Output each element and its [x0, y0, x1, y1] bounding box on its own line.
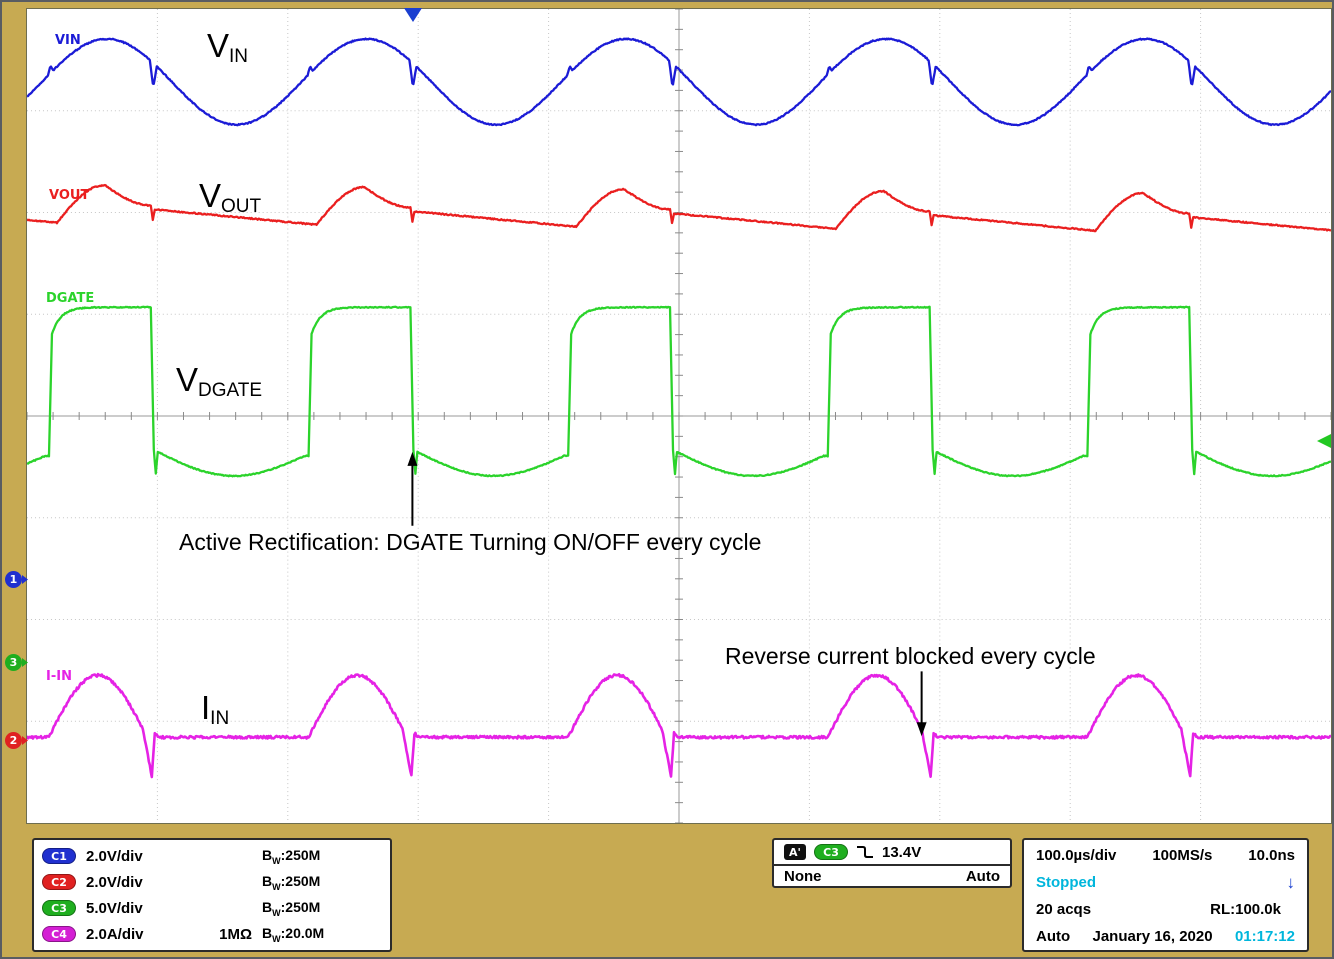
date-value: January 16, 2020 — [1092, 928, 1213, 945]
ch1-ground-marker-label: 1 — [9, 573, 18, 586]
acq-count-row: 20 acqs RL:100.0k — [1024, 896, 1307, 923]
c2-scale: 2.0V/div — [86, 873, 143, 891]
iin-big-label: IIN — [201, 689, 229, 730]
annotation-reverse-current: Reverse current blocked every cycle — [725, 643, 1096, 669]
dgate-channel-label: DGATE — [46, 291, 95, 306]
c3-bandwidth: BW:250M — [262, 898, 321, 918]
graticule-area[interactable]: VIN VOUT DGATE I-IN VIN VOUT VDGATE IIN … — [26, 8, 1332, 824]
ch2-ground-marker-label: 2 — [9, 734, 18, 747]
dgate-big-label: VDGATE — [176, 361, 262, 402]
c1-bandwidth: BW:250M — [262, 846, 321, 866]
c4-scale: 2.0A/div — [86, 925, 144, 943]
ch2-ground-marker-arrow — [22, 736, 28, 745]
iin-channel-label: I-IN — [46, 669, 72, 684]
vout-big-sub: OUT — [221, 196, 262, 217]
vertical-readout-box[interactable]: C1 2.0V/div BW:250M C2 2.0V/div BW:250M … — [32, 838, 392, 952]
sample-rate-value: 100MS/s — [1152, 847, 1213, 864]
timebase-row: 100.0µs/div 100MS/s 10.0ns — [1024, 842, 1307, 869]
vout-big-label: VOUT — [199, 177, 261, 218]
marker-down-icon[interactable]: ↓ — [1286, 872, 1296, 892]
ch3-ground-marker-arrow — [22, 658, 28, 667]
c1-badge[interactable]: C1 — [42, 848, 76, 864]
acquisition-status: Stopped — [1036, 874, 1096, 891]
record-length: RL:100.0k — [1210, 901, 1281, 918]
horizontal-acquisition-readout-box[interactable]: 100.0µs/div 100MS/s 10.0ns Stopped ↓ 20 … — [1022, 838, 1309, 952]
trigger-a-badge[interactable]: A' — [784, 844, 806, 860]
c3-badge[interactable]: C3 — [42, 900, 76, 916]
ch1-ground-marker[interactable]: 1 — [5, 571, 28, 588]
timebase-value: 100.0µs/div — [1036, 847, 1117, 864]
c3-scale: 5.0V/div — [86, 899, 143, 917]
trigger-level-arrow[interactable] — [1317, 434, 1331, 448]
ch2-ground-marker[interactable]: 2 — [5, 732, 28, 749]
waveform-canvas — [27, 9, 1331, 823]
annotation-arrow-down-head — [916, 722, 927, 737]
datetime-row: Auto January 16, 2020 01:17:12 — [1024, 923, 1307, 950]
iin-big-sub: IN — [210, 708, 230, 729]
ch1-ground-marker-arrow — [22, 575, 28, 584]
c4-badge[interactable]: C4 — [42, 926, 76, 942]
trace-iin — [27, 672, 1331, 779]
acquisition-mode: Auto — [1036, 928, 1071, 945]
c4-bandwidth: BW:20.0M — [262, 924, 325, 944]
ch3-ground-marker[interactable]: 3 — [5, 654, 28, 671]
annotation-active-rectification: Active Rectification: DGATE Turning ON/O… — [179, 529, 762, 555]
c2-badge[interactable]: C2 — [42, 874, 76, 890]
c3-readout-row: C3 5.0V/div BW:250M — [34, 895, 390, 921]
trigger-row-main: A' C3 13.4V — [774, 840, 1010, 864]
time-value: 01:17:12 — [1234, 928, 1295, 945]
vin-big-sub: IN — [229, 46, 249, 67]
iin-big-main: I — [201, 689, 211, 726]
annotation-arrow-up-head — [407, 451, 418, 466]
trace-vin — [27, 37, 1331, 127]
trigger-level-value: 13.4V — [882, 843, 922, 861]
acq-status-row: Stopped ↓ — [1024, 869, 1307, 896]
dgate-big-main: V — [176, 361, 199, 398]
trigger-holdoff-value: None — [784, 867, 822, 885]
trigger-source-badge[interactable]: C3 — [814, 844, 848, 860]
resolution-value: 10.0ns — [1248, 847, 1295, 864]
vin-big-label: VIN — [207, 27, 248, 68]
falling-edge-icon — [857, 846, 873, 858]
vin-channel-label: VIN — [55, 33, 81, 48]
c1-scale: 2.0V/div — [86, 847, 143, 865]
c4-readout-row: C4 2.0A/div 1MΩ BW:20.0M — [34, 921, 390, 947]
vout-big-main: V — [199, 177, 222, 214]
trigger-readout-box[interactable]: A' C3 13.4V None Auto — [772, 838, 1012, 888]
trace-dgate — [27, 305, 1331, 478]
c2-readout-row: C2 2.0V/div BW:250M — [34, 869, 390, 895]
c4-impedance: 1MΩ — [219, 925, 252, 943]
acquisition-count: 20 acqs — [1036, 901, 1092, 918]
vin-big-main: V — [207, 27, 230, 64]
trigger-row-mode: None Auto — [774, 864, 1010, 886]
trace-vout — [27, 183, 1331, 233]
c1-readout-row: C1 2.0V/div BW:250M — [34, 843, 390, 869]
trigger-mode-value: Auto — [965, 867, 1000, 885]
c2-bandwidth: BW:250M — [262, 872, 321, 892]
ch3-ground-marker-label: 3 — [9, 656, 18, 669]
trigger-position-marker[interactable] — [404, 8, 422, 22]
vout-channel-label: VOUT — [49, 188, 90, 203]
dgate-big-sub: DGATE — [198, 380, 263, 401]
